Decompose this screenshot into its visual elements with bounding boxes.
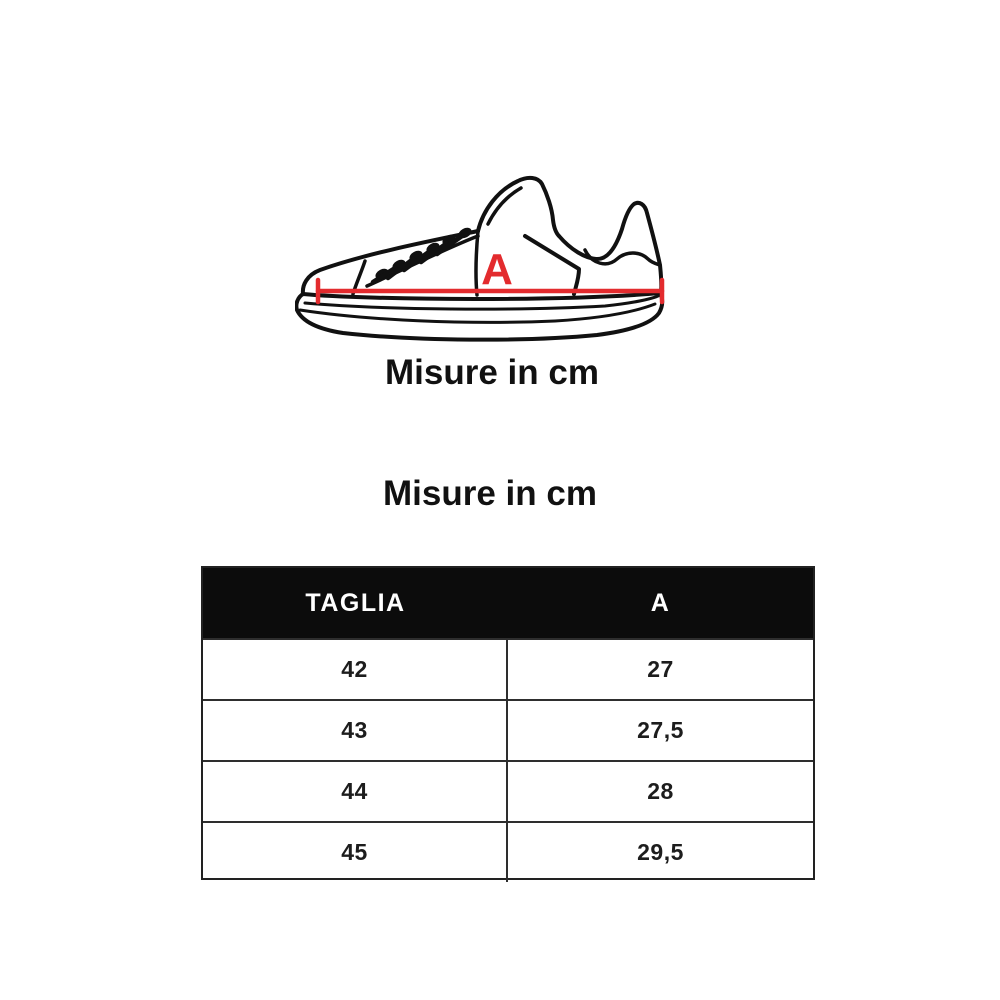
table-row: 43 27,5 (203, 699, 813, 760)
midsole-line-lower (298, 302, 657, 324)
size-value: 43 (203, 701, 508, 760)
measurement-line-a (315, 277, 665, 305)
shoe-caption: Misure in cm (385, 353, 599, 392)
midsole-line-upper (303, 294, 660, 311)
laces (370, 233, 465, 285)
measurement-value: 27 (647, 656, 674, 682)
tongue-crease (486, 186, 523, 226)
table-row: 42 27 (203, 638, 813, 699)
measurement-letter: A (481, 245, 513, 294)
vamp-seam (474, 229, 480, 297)
size-table: TAGLIA A 42 27 43 27,5 44 28 45 29,5 (201, 566, 815, 882)
quarter-panel-seam (523, 234, 581, 296)
column-header-a: A (650, 588, 671, 617)
table-header-row: TAGLIA A (203, 568, 813, 638)
size-value: 45 (203, 823, 508, 882)
tongue-outline (476, 175, 561, 238)
heel-pad-curve (583, 248, 662, 267)
collar-and-heel-outline (557, 200, 664, 295)
measurement-value: 28 (647, 778, 674, 804)
section-title: Misure in cm (383, 474, 597, 513)
table-row: 44 28 (203, 760, 813, 821)
size-value: 42 (203, 640, 508, 699)
column-header-taglia: TAGLIA (305, 588, 406, 617)
measurement-value: 29,5 (637, 839, 684, 865)
table-row: 45 29,5 (203, 821, 813, 882)
shoe-diagram: A (295, 158, 685, 360)
sneaker-line-drawing: A (295, 175, 665, 342)
sole-outline (295, 291, 665, 342)
upper-top-edge (300, 229, 480, 296)
measurement-value: 27,5 (637, 717, 684, 743)
size-value: 44 (203, 762, 508, 821)
